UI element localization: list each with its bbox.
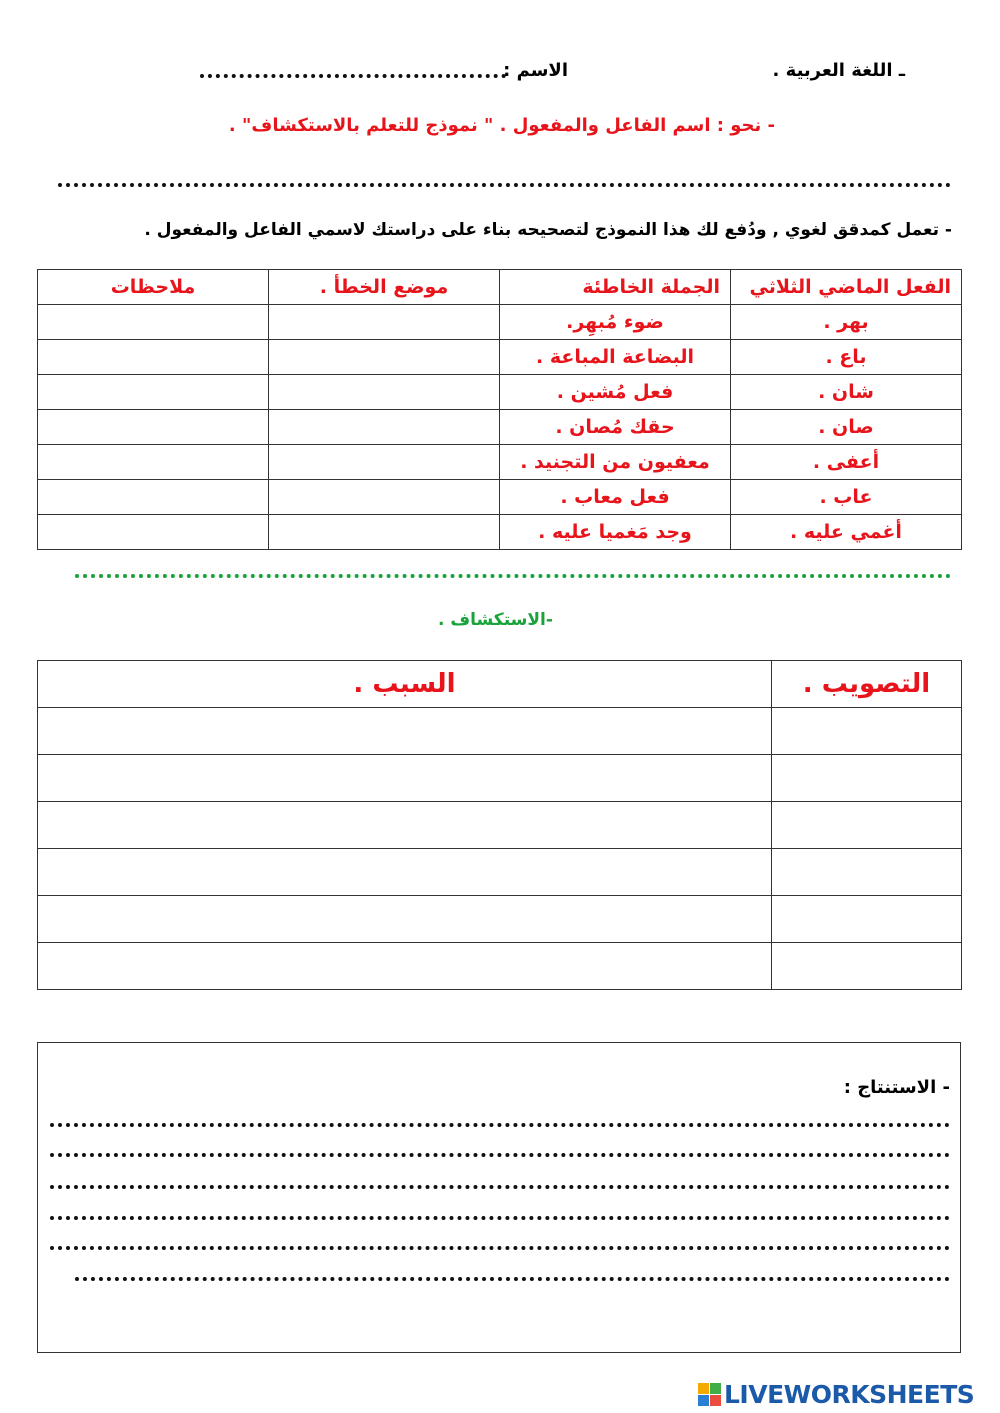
logo-icon	[698, 1383, 721, 1406]
reason-cell[interactable]	[37, 801, 772, 849]
wrong-sentence-cell: فعل مُشين .	[499, 374, 731, 410]
error-location-cell[interactable]	[268, 409, 500, 445]
conclusion-label: - الاستنتاج :	[843, 1077, 950, 1098]
wrong-sentence-cell: وجد مَغميا عليه .	[499, 514, 731, 550]
verb-cell: صان .	[730, 409, 962, 445]
correction-cell[interactable]	[771, 848, 962, 896]
table-row: صان . حقك مُصان .	[37, 409, 962, 445]
error-location-cell[interactable]	[268, 304, 500, 340]
table-row	[37, 754, 962, 802]
reason-cell[interactable]	[37, 848, 772, 896]
header-reason: السبب .	[37, 660, 772, 708]
table-row	[37, 895, 962, 943]
logo-text: LIVEWORKSHEETS	[724, 1380, 975, 1409]
error-location-cell[interactable]	[268, 339, 500, 375]
table-row	[37, 848, 962, 896]
table-header-row: التصويب . السبب .	[37, 660, 962, 708]
name-label: الاسم :	[503, 60, 568, 81]
notes-cell[interactable]	[37, 514, 269, 550]
lesson-title: - نحو : اسم الفاعل والمفعول . " نموذج لل…	[228, 115, 775, 136]
verb-cell: شان .	[730, 374, 962, 410]
wrong-sentence-cell: فعل معاب .	[499, 479, 731, 515]
correction-cell[interactable]	[771, 895, 962, 943]
answer-line[interactable]	[50, 1246, 950, 1250]
correction-cell[interactable]	[771, 942, 962, 990]
header-wrong-sentence: الجملة الخاطئة	[499, 269, 731, 305]
reason-cell[interactable]	[37, 754, 772, 802]
correction-cell[interactable]	[771, 754, 962, 802]
table-row	[37, 801, 962, 849]
table-row: بهر . ضوء مُبهِر.	[37, 304, 962, 340]
header-correction: التصويب .	[771, 660, 962, 708]
wrong-sentence-cell: حقك مُصان .	[499, 409, 731, 445]
notes-cell[interactable]	[37, 479, 269, 515]
liveworksheets-logo: LIVEWORKSHEETS	[698, 1380, 975, 1409]
answer-line[interactable]	[50, 1123, 950, 1127]
divider-dots	[58, 183, 951, 187]
notes-cell[interactable]	[37, 339, 269, 375]
notes-cell[interactable]	[37, 304, 269, 340]
reason-cell[interactable]	[37, 895, 772, 943]
notes-cell[interactable]	[37, 409, 269, 445]
wrong-sentence-cell: معفيون من التجنيد .	[499, 444, 731, 480]
header-notes: ملاحظات	[37, 269, 269, 305]
verb-cell: بهر .	[730, 304, 962, 340]
verb-cell: عاب .	[730, 479, 962, 515]
verb-cell: باع .	[730, 339, 962, 375]
table-row: أعفى . معفيون من التجنيد .	[37, 444, 962, 480]
table-row: أغمي عليه . وجد مَغميا عليه .	[37, 514, 962, 550]
section-title: -الاستكشاف .	[438, 610, 553, 630]
notes-cell[interactable]	[37, 374, 269, 410]
answer-line[interactable]	[50, 1185, 950, 1189]
reason-cell[interactable]	[37, 942, 772, 990]
table-row: عاب . فعل معاب .	[37, 479, 962, 515]
correction-cell[interactable]	[771, 801, 962, 849]
table-row	[37, 707, 962, 755]
error-location-cell[interactable]	[268, 374, 500, 410]
answer-line[interactable]	[50, 1153, 950, 1157]
wrong-sentence-cell: البضاعة المباعة .	[499, 339, 731, 375]
instruction-text: - تعمل كمدقق لغوي , ودُفع لك هذا النموذج…	[144, 220, 952, 240]
error-location-cell[interactable]	[268, 479, 500, 515]
verb-cell: أعفى .	[730, 444, 962, 480]
header-error-location: موضع الخطأ .	[268, 269, 500, 305]
name-field[interactable]	[200, 74, 506, 78]
error-table: الفعل الماضي الثلاثي الجملة الخاطئة موضع…	[37, 269, 962, 550]
correction-table: التصويب . السبب .	[37, 660, 962, 990]
header-verb: الفعل الماضي الثلاثي	[730, 269, 962, 305]
table-row: باع . البضاعة المباعة .	[37, 339, 962, 375]
notes-cell[interactable]	[37, 444, 269, 480]
wrong-sentence-cell: ضوء مُبهِر.	[499, 304, 731, 340]
error-location-cell[interactable]	[268, 514, 500, 550]
table-header-row: الفعل الماضي الثلاثي الجملة الخاطئة موضع…	[37, 269, 962, 305]
verb-cell: أغمي عليه .	[730, 514, 962, 550]
correction-cell[interactable]	[771, 707, 962, 755]
error-location-cell[interactable]	[268, 444, 500, 480]
conclusion-box: - الاستنتاج :	[37, 1042, 961, 1353]
table-row: شان . فعل مُشين .	[37, 374, 962, 410]
table-row	[37, 942, 962, 990]
reason-cell[interactable]	[37, 707, 772, 755]
answer-line[interactable]	[75, 1277, 950, 1281]
subject-label: ـ اللغة العربية .	[772, 60, 905, 81]
answer-line[interactable]	[50, 1216, 950, 1220]
green-divider	[75, 574, 951, 578]
